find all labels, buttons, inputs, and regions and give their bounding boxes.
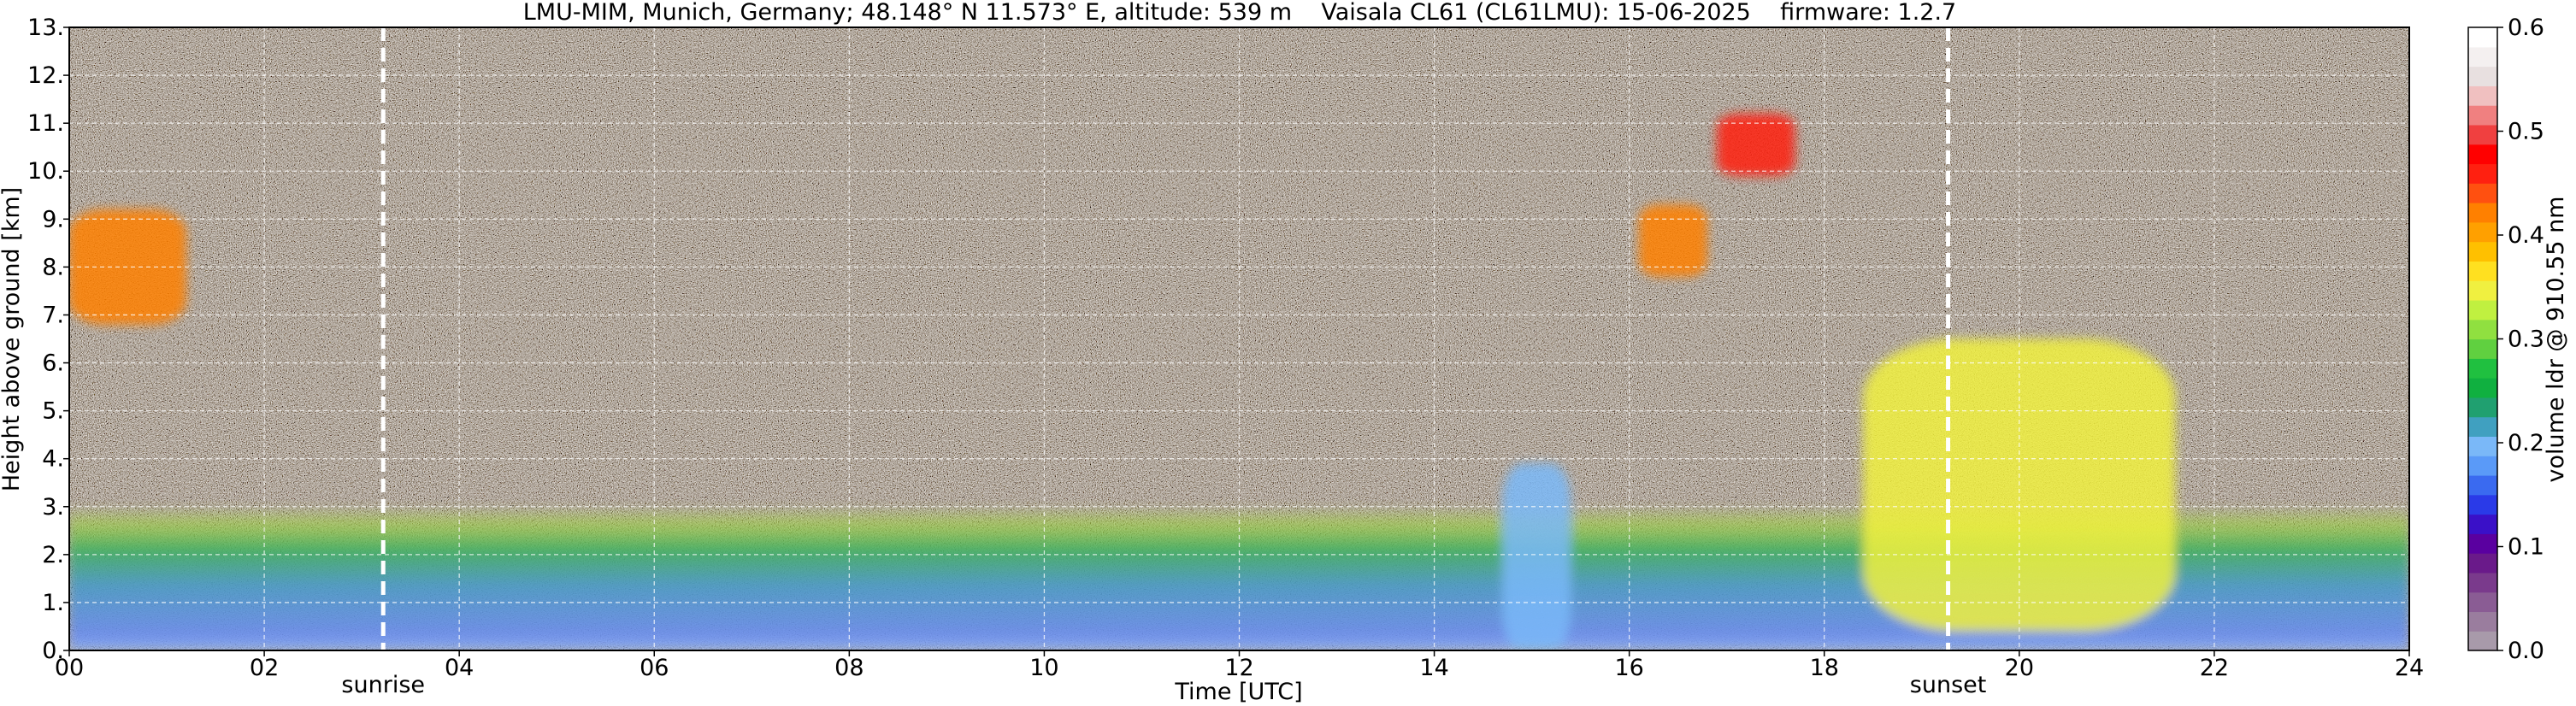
colorbar-segment [2468,474,2497,496]
colorbar: 0.0 0.1 0.2 0.3 0.4 0.5 0.6 [2467,15,2544,664]
colorbar-segment [2468,533,2497,554]
x-tick-label: 08 [834,655,864,681]
x-tick-label: 18 [1810,655,1839,681]
colorbar-segment [2468,241,2497,262]
plot-area [69,27,2409,650]
y-tick-label: 4. [42,446,64,473]
x-tick-label: 00 [55,655,84,681]
colorbar-tick-label: 0.6 [2508,15,2544,41]
colorbar-segment [2468,456,2497,476]
colorbar-segment [2468,221,2497,243]
y-axis-label: Height above ground [km] [0,187,25,491]
colorbar-segment [2468,553,2497,574]
colorbar-segment [2468,378,2497,398]
sun-marker-labels: sunrise sunset [341,672,1986,698]
y-tick-label: 3. [42,494,64,521]
y-tick-label: 13. [27,15,64,41]
x-tick-label: 06 [640,655,669,681]
colorbar-segment [2468,105,2497,126]
colorbar-segment [2468,397,2497,418]
x-axis-label: Time [UTC] [1174,679,1302,705]
y-tick-label: 1. [42,590,64,616]
colorbar-tick-label: 0.4 [2508,222,2544,249]
cloud-region [69,209,186,325]
x-tick-label: 12 [1224,655,1253,681]
x-tick-label: 24 [2395,655,2424,681]
colorbar-tick-label: 0.3 [2508,327,2544,353]
x-tick-label: 04 [445,655,474,681]
y-tick-label: 9. [42,206,64,232]
colorbar-segment [2468,358,2497,379]
y-tick-label: 11. [27,110,64,137]
colorbar-segment [2468,631,2497,651]
colorbar-segment [2468,46,2497,68]
y-tick-label: 10. [27,158,64,185]
y-tick-label: 12. [27,62,64,89]
colorbar-segment [2468,494,2497,515]
colorbar-segment [2468,572,2497,593]
colorbar-label: volume ldr @ 910.55 nm [2543,197,2569,483]
cloud-region [1502,463,1571,650]
x-tick-label: 10 [1029,655,1058,681]
x-axis: 00 02 04 06 08 10 12 14 16 18 20 22 24 [55,650,2424,681]
y-tick-label: 2. [42,542,64,568]
colorbar-segment [2468,319,2497,340]
y-tick-label: 7. [42,302,64,328]
colorbar-segment [2468,124,2497,145]
colorbar-segment [2468,514,2497,534]
cloud-region [1717,113,1795,176]
sun-marker-lines [380,27,1951,650]
colorbar-tick-label: 0.5 [2508,119,2544,145]
colorbar-segment [2468,261,2497,281]
colorbar-segment [2468,144,2497,165]
y-axis: 0. 1. 2. 3. 4. 5. 6. 7. 8. 9. 10. 11. 12. 13. [27,15,69,664]
colorbar-segment [2468,27,2497,48]
y-tick-label: 6. [42,350,64,377]
y-tick-label: 8. [42,254,64,280]
colorbar-segment [2468,163,2497,184]
colorbar-segment [2468,66,2497,86]
colorbar-segment [2468,611,2497,632]
colorbar-tick-label: 0.1 [2508,534,2544,561]
colorbar-segment [2468,85,2497,106]
chart-title: LMU-MIM, Munich, Germany; 48.148° N 11.5… [523,0,1957,26]
colorbar-tick-label: 0.0 [2508,638,2544,664]
colorbar-segment [2468,299,2497,321]
x-tick-label: 02 [250,655,279,681]
x-tick-label: 16 [1614,655,1643,681]
x-tick-label: 22 [2200,655,2229,681]
x-tick-label: 20 [2005,655,2034,681]
y-tick-label: 0. [42,638,64,664]
colorbar-tick-label: 0.2 [2508,430,2544,456]
colorbar-segment [2468,416,2497,438]
y-tick-label: 5. [42,398,64,425]
grid-lines [69,27,2409,650]
sun-marker-label: sunrise [341,672,425,698]
colorbar-segment [2468,591,2497,613]
colorbar-segment [2468,280,2497,301]
colorbar-segment [2468,436,2497,456]
cloud-region [1639,204,1707,277]
colorbar-segment [2468,338,2497,359]
sun-marker-label: sunset [1910,672,1987,698]
x-tick-label: 14 [1419,655,1448,681]
colorbar-segment [2468,203,2497,223]
colorbar-segment [2468,183,2497,203]
